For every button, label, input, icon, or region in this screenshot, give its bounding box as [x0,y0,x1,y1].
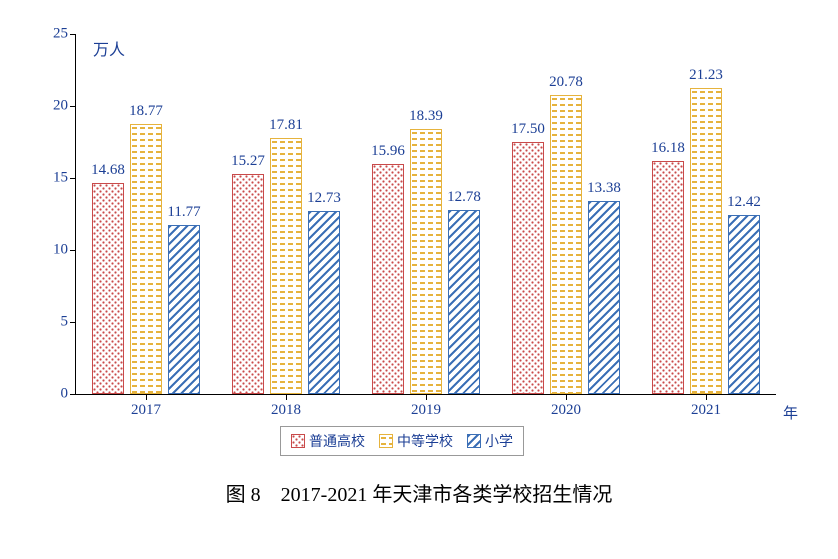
y-tick [70,250,76,252]
bar-value-label: 20.78 [549,74,583,91]
enrollment-bar-chart: 0 5 10 15 20 25 2017 14.68 18.77 11.77 2018 15.27 17… [20,20,818,539]
bar-value-label: 12.78 [447,189,481,206]
y-tick [70,106,76,108]
x-axis-title: 年 [783,402,798,423]
x-tick-label: 2020 [551,402,581,419]
y-tick-label: 15 [53,170,68,187]
bar [168,225,200,394]
x-tick-label: 2017 [131,402,161,419]
bar-value-label: 17.81 [269,117,303,134]
y-tick-label: 25 [53,26,68,43]
y-tick [70,322,76,324]
legend-label: 小学 [485,431,513,451]
legend-label: 中等学校 [397,431,453,451]
bar-value-label: 16.18 [651,140,685,157]
legend-swatch [379,434,393,448]
y-tick [70,394,76,396]
bar-value-label: 14.68 [91,162,125,179]
y-tick [70,34,76,36]
x-tick-label: 2018 [271,402,301,419]
bar [512,142,544,394]
chart-caption: 图 8 2017-2021 年天津市各类学校招生情况 [20,478,818,507]
x-tick-label: 2021 [691,402,721,419]
legend-swatch [467,434,481,448]
bar-value-label: 15.96 [371,143,405,160]
x-tick [426,394,428,400]
y-axis-unit-label: 万人 [93,36,125,60]
bar [550,95,582,394]
bar [448,210,480,394]
bar [728,215,760,394]
bar [130,124,162,394]
legend: 普通高校 中等学校 小学 [280,426,524,456]
y-tick-label: 5 [61,314,69,331]
bar [308,211,340,394]
bar [652,161,684,394]
bar [232,174,264,394]
y-tick-label: 20 [53,98,68,115]
bar-value-label: 13.38 [587,180,621,197]
bar-value-label: 18.77 [129,103,163,120]
x-tick-label: 2019 [411,402,441,419]
bar [588,201,620,394]
legend-item: 中等学校 [379,431,453,451]
bar [372,164,404,394]
bar [270,138,302,394]
legend-swatch [291,434,305,448]
y-tick [70,178,76,180]
x-tick [706,394,708,400]
legend-item: 小学 [467,431,513,451]
bar-value-label: 18.39 [409,108,443,125]
legend-label: 普通高校 [309,431,365,451]
plot-area: 0510152025201714.6818.7711.77201815.2717… [75,34,776,395]
bar [92,183,124,394]
y-tick-label: 10 [53,242,68,259]
bar [410,129,442,394]
legend-item: 普通高校 [291,431,365,451]
bar-value-label: 15.27 [231,153,265,170]
bar-value-label: 21.23 [689,67,723,84]
bar [690,88,722,394]
x-tick [286,394,288,400]
bar-value-label: 11.77 [167,204,200,221]
bar-value-label: 17.50 [511,121,545,138]
y-tick-label: 0 [61,386,69,403]
x-tick [566,394,568,400]
bar-value-label: 12.73 [307,190,341,207]
bar-value-label: 12.42 [727,194,761,211]
x-tick [146,394,148,400]
